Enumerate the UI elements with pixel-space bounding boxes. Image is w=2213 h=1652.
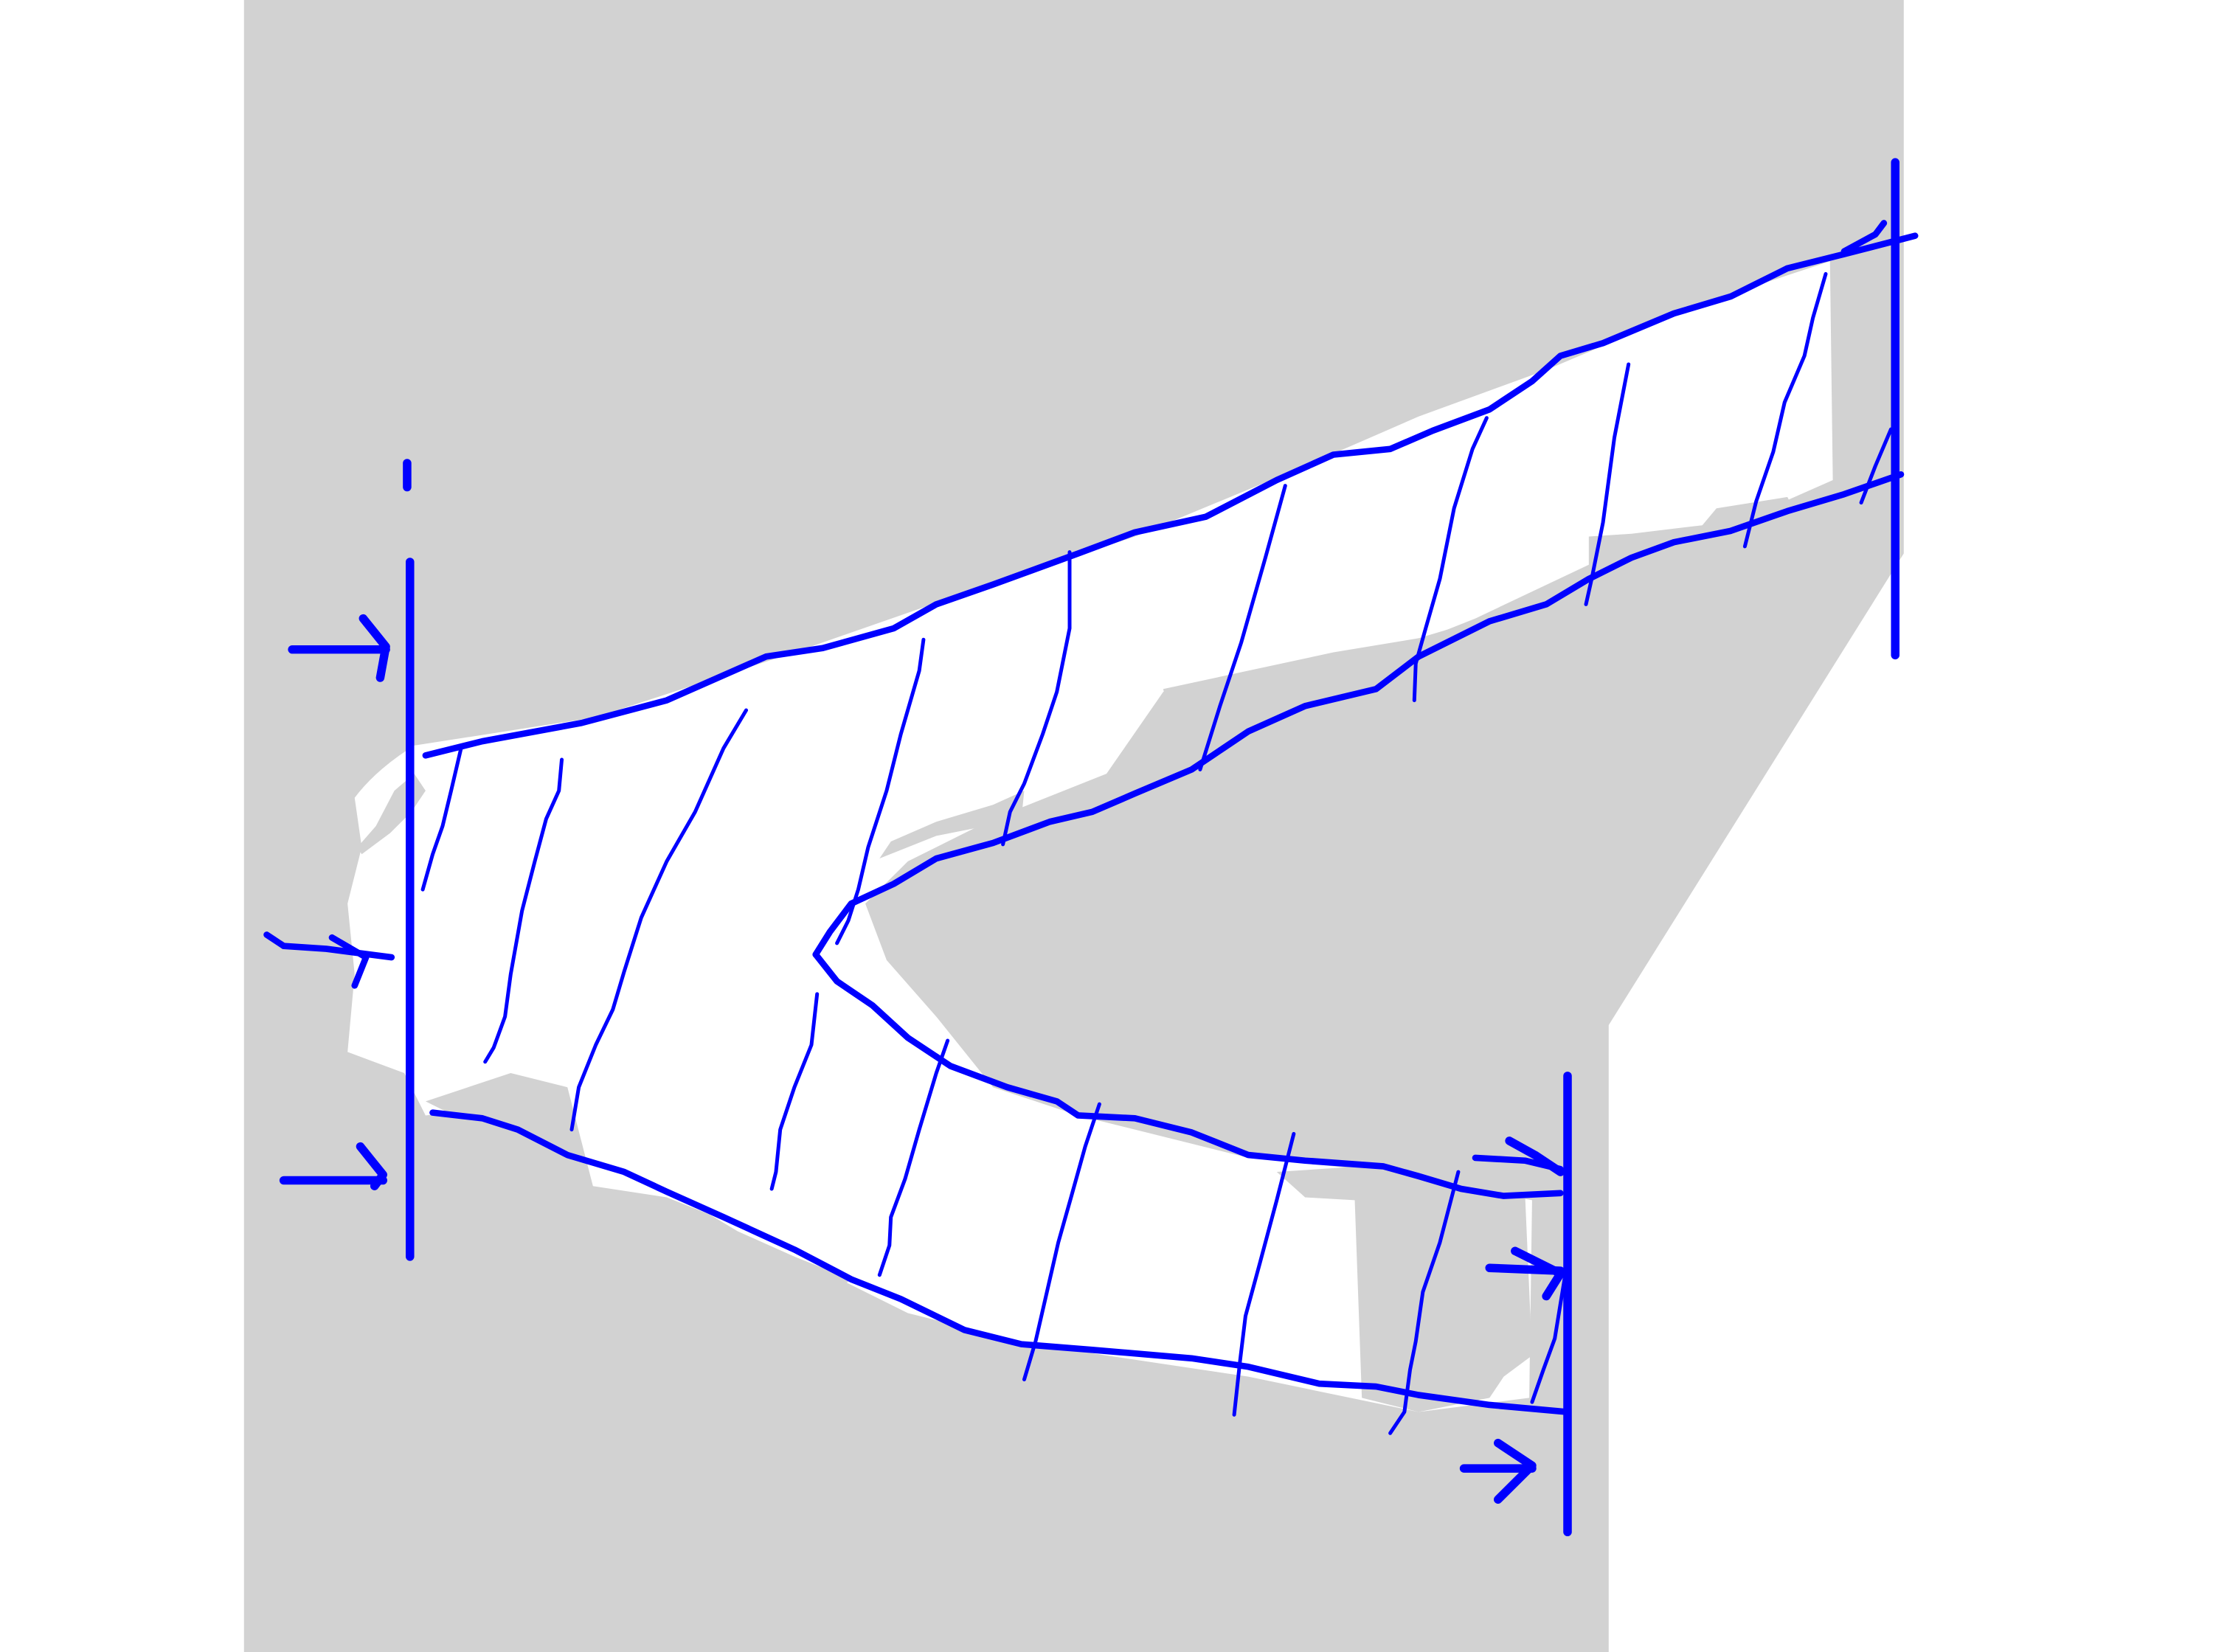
cross-section-07: [877, 1038, 950, 1277]
cross-section-11: [1232, 1131, 1296, 1417]
lower-channel-wall-upper-branch: [812, 471, 1905, 958]
lower-channel-wall-bend: [812, 951, 1564, 1199]
cross-section-02: [483, 757, 564, 1064]
shade-lower-right: [1276, 1166, 1532, 1412]
cross-section-09: [1022, 1102, 1101, 1381]
inflow-arrows: [263, 614, 395, 1190]
cross-section-10: [1412, 416, 1489, 703]
lower-channel-wall: [429, 1109, 1571, 1415]
cross-section-05: [769, 992, 820, 1191]
shade-lower-strip: [425, 1073, 851, 1291]
channel-upper-branch: [347, 261, 1833, 1412]
outflow-arrows: [1459, 220, 1888, 1504]
cross-section-13: [1388, 1170, 1461, 1435]
boundaries: [403, 158, 1900, 1537]
outflow-arrow-lower-1: [1505, 1136, 1565, 1176]
cross-section-06: [1001, 550, 1072, 847]
cross-section-14: [1742, 271, 1828, 549]
outflow-arrow-lower-2: [1485, 1246, 1565, 1301]
outflow-arrow-top-right: [1840, 220, 1888, 255]
cross-section-08: [1198, 484, 1287, 771]
cross-sections: [420, 271, 1893, 1435]
inflow-arrow-bottom: [279, 1142, 387, 1190]
fluid-channel: [347, 261, 1833, 1412]
upper-channel-wall: [422, 232, 1919, 759]
inflow-arrow-top: [288, 614, 390, 682]
cross-section-03: [569, 708, 749, 1132]
cross-section-04: [835, 637, 926, 945]
cross-section-01: [420, 746, 463, 892]
shade-mid-bulge: [879, 791, 1025, 859]
cross-section-16: [1530, 1276, 1567, 1404]
outflow-arrow-lower-3: [1459, 1438, 1537, 1504]
shade-upper-ledge: [1163, 496, 1799, 704]
inflow-arrow-middle: [263, 931, 395, 989]
cross-section-12: [1584, 362, 1631, 606]
cross-section-15: [1859, 427, 1893, 505]
